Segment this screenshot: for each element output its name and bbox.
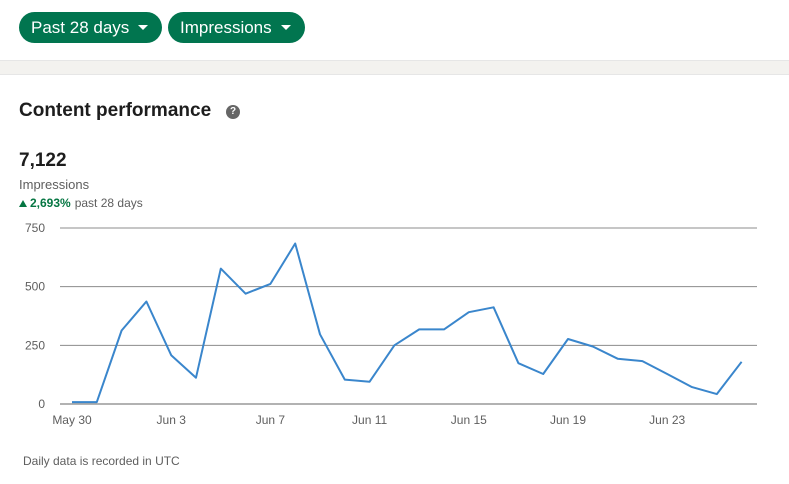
date-range-dropdown[interactable]: Past 28 days xyxy=(19,12,163,43)
data-point[interactable] xyxy=(738,358,746,366)
data-point[interactable] xyxy=(242,290,250,298)
impressions-total: 7,122 xyxy=(19,150,67,171)
data-point[interactable] xyxy=(688,383,696,391)
x-tick-label: Jun 23 xyxy=(649,413,685,427)
impressions-total-label: Impressions xyxy=(19,177,90,192)
data-point[interactable] xyxy=(142,297,150,305)
data-point[interactable] xyxy=(539,370,547,378)
change-percent: 2,693% xyxy=(30,196,71,210)
section-divider xyxy=(0,60,789,75)
data-point[interactable] xyxy=(614,355,622,363)
change-period: past 28 days xyxy=(74,196,143,210)
caret-down-icon xyxy=(280,25,291,30)
impressions-line-chart: 0 250 500 750 May 30 Jun 3 Jun 7 Jun 11 Jun 15 Ju… xyxy=(25,221,757,427)
data-point[interactable] xyxy=(192,374,200,382)
data-point[interactable] xyxy=(291,239,299,247)
y-tick-label: 0 xyxy=(38,397,45,411)
data-point[interactable] xyxy=(316,330,324,338)
metric-dropdown[interactable]: Impressions xyxy=(168,12,305,43)
data-point[interactable] xyxy=(341,376,349,384)
data-point[interactable] xyxy=(217,265,225,273)
x-tick-label: Jun 7 xyxy=(256,413,286,427)
data-point[interactable] xyxy=(713,390,721,398)
data-point[interactable] xyxy=(266,280,274,288)
data-point[interactable] xyxy=(118,327,126,335)
data-point[interactable] xyxy=(564,335,572,343)
data-point[interactable] xyxy=(663,370,671,378)
metric-label: Impressions xyxy=(180,17,272,37)
y-tick-label: 250 xyxy=(25,338,45,352)
data-point[interactable] xyxy=(68,398,76,406)
data-point[interactable] xyxy=(514,359,522,367)
filter-bar: Past 28 days Impressions xyxy=(0,0,789,60)
impressions-series-line xyxy=(72,242,743,404)
utc-footnote: Daily data is recorded in UTC xyxy=(23,454,180,468)
x-tick-label: Jun 11 xyxy=(352,413,387,427)
card-title: Content performance xyxy=(19,100,212,121)
y-tick-label: 500 xyxy=(25,280,45,294)
x-tick-label: Jun 3 xyxy=(157,413,187,427)
date-range-label: Past 28 days xyxy=(31,17,130,37)
data-point[interactable] xyxy=(93,398,101,406)
data-point[interactable] xyxy=(465,308,473,316)
data-point[interactable] xyxy=(638,357,646,365)
x-tick-label: May 30 xyxy=(52,413,92,427)
data-point[interactable] xyxy=(167,351,175,359)
data-point[interactable] xyxy=(490,303,498,311)
x-tick-label: Jun 15 xyxy=(451,413,487,427)
y-tick-label: 750 xyxy=(25,221,45,235)
change-indicator: 2,693% past 28 days xyxy=(19,196,143,210)
question-circle-icon[interactable]: ? xyxy=(226,105,240,119)
arrow-up-icon xyxy=(19,199,27,207)
data-point[interactable] xyxy=(440,325,448,333)
data-point[interactable] xyxy=(390,341,398,349)
caret-down-icon xyxy=(138,25,149,30)
data-point[interactable] xyxy=(366,378,374,386)
data-point[interactable] xyxy=(589,343,597,351)
x-tick-label: Jun 19 xyxy=(550,413,586,427)
data-point[interactable] xyxy=(415,325,423,333)
